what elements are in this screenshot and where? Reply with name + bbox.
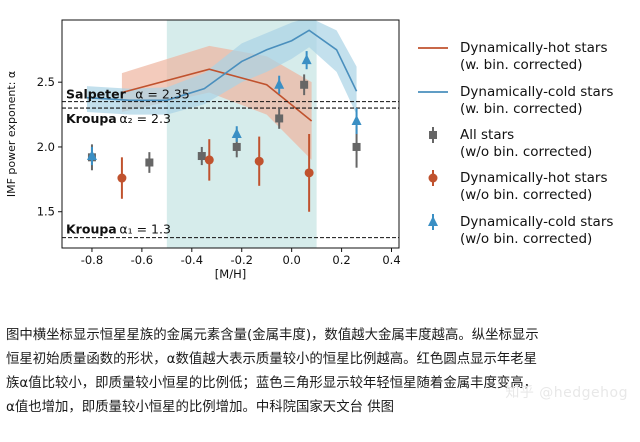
all-marker bbox=[275, 114, 284, 123]
legend-sublabel: (w/o bin. corrected) bbox=[460, 187, 592, 203]
caption-line: 恒星初始质量函数的形状，α数值越大表示质量较小的恒星比例越高。红色圆点显示年老星 bbox=[6, 352, 538, 367]
hot-points-marker bbox=[117, 173, 127, 183]
cold-points-marker bbox=[231, 128, 242, 138]
cold-points-marker bbox=[351, 115, 362, 126]
y-axis-label: IMF power exponent: α bbox=[5, 71, 18, 197]
legend-sublabel: (w. bin. corrected) bbox=[460, 57, 583, 73]
legend-sublabel: (w. bin. corrected) bbox=[460, 101, 583, 117]
plot-frame bbox=[61, 19, 400, 249]
legend-swatch-triangle bbox=[428, 216, 438, 226]
x-tick-label: 0.4 bbox=[382, 253, 400, 267]
legend-sublabel: (w/o bin. corrected) bbox=[460, 144, 592, 160]
all-marker bbox=[232, 142, 241, 151]
x-tick-label: -0.8 bbox=[81, 253, 103, 267]
reference-line-name: Salpeter bbox=[66, 87, 127, 102]
hot-band-fill bbox=[121, 45, 312, 160]
all-marker bbox=[197, 152, 206, 161]
legend-label: All stars bbox=[460, 127, 514, 143]
caption-line: α值也增加，即质量较小恒星的比例增加。中科院国家天文台 供图 bbox=[6, 400, 395, 415]
caption-line: 图中横坐标显示恒星星族的金属元素含量(金属丰度)，数值越大金属丰度越高。纵坐标显… bbox=[6, 328, 539, 343]
x-axis-label: [M/H] bbox=[215, 267, 246, 281]
legend-label: Dynamically-hot stars bbox=[460, 170, 608, 186]
reference-line-name: Kroupa bbox=[66, 222, 117, 237]
legend-sublabel: (w/o bin. corrected) bbox=[460, 231, 592, 247]
cold-band-fill bbox=[86, 20, 357, 115]
legend-label: Dynamically-hot stars bbox=[460, 40, 608, 56]
caption-line: 族α值比较小，即质量较小恒星的比例低；蓝色三角形显示较年轻恒星随着金属丰度变高， bbox=[6, 376, 538, 391]
cold-band-line bbox=[86, 29, 358, 102]
legend-swatch-square bbox=[429, 131, 437, 139]
hot-points-marker bbox=[204, 155, 214, 165]
x-tick-label: -0.6 bbox=[131, 253, 153, 267]
legend-label: Dynamically-cold stars bbox=[460, 84, 613, 100]
all-marker bbox=[352, 142, 361, 151]
x-tick-label: 0.2 bbox=[332, 253, 350, 267]
legend-label: Dynamically-cold stars bbox=[460, 214, 613, 230]
hot-points-marker bbox=[304, 168, 314, 178]
hot-band-line bbox=[121, 68, 313, 122]
figure-caption: 图中横坐标显示恒星星族的金属元素含量(金属丰度)，数值越大金属丰度越高。纵坐标显… bbox=[6, 324, 636, 420]
x-tick-label: 0.0 bbox=[283, 253, 301, 267]
all-marker bbox=[300, 80, 309, 89]
y-tick-label: 2.0 bbox=[37, 140, 55, 154]
reference-line-value: α = 2.35 bbox=[135, 87, 190, 102]
x-tick-label: -0.4 bbox=[181, 253, 203, 267]
y-tick-label: 1.5 bbox=[37, 205, 55, 219]
watermark: 知乎 @hedgehog bbox=[505, 385, 628, 401]
legend-swatch-circle bbox=[428, 173, 438, 183]
reference-line-name: Kroupa bbox=[66, 111, 117, 126]
cold-points-marker bbox=[301, 54, 312, 65]
y-tick-label: 2.5 bbox=[37, 75, 55, 89]
reference-line-value: α₁ = 1.3 bbox=[119, 222, 171, 237]
hot-points-marker bbox=[254, 156, 264, 166]
x-tick-label: -0.2 bbox=[231, 253, 253, 267]
reference-line-value: α₂ = 2.3 bbox=[119, 111, 171, 126]
cold-points-marker bbox=[274, 78, 285, 89]
all-marker bbox=[145, 158, 154, 167]
cold-points-marker bbox=[86, 150, 97, 161]
